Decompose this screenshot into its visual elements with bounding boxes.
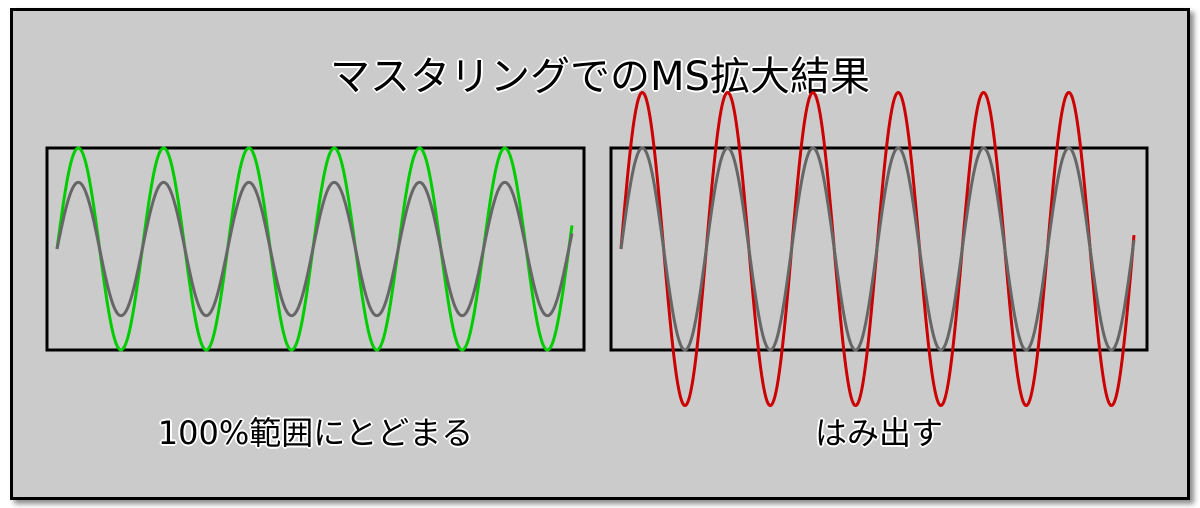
right-range-box <box>609 146 1149 352</box>
diagram-title: マスタリングでのMS拡大結果 <box>330 54 870 100</box>
right-original-wave <box>619 146 1136 352</box>
left-range-box <box>45 146 586 352</box>
left-original-wave <box>55 180 574 318</box>
left-caption: 100%範囲にとどまる <box>157 414 474 452</box>
right-caption: はみ出す <box>814 414 943 452</box>
diagram-frame <box>10 8 1190 500</box>
left-expanded-wave <box>55 146 574 352</box>
